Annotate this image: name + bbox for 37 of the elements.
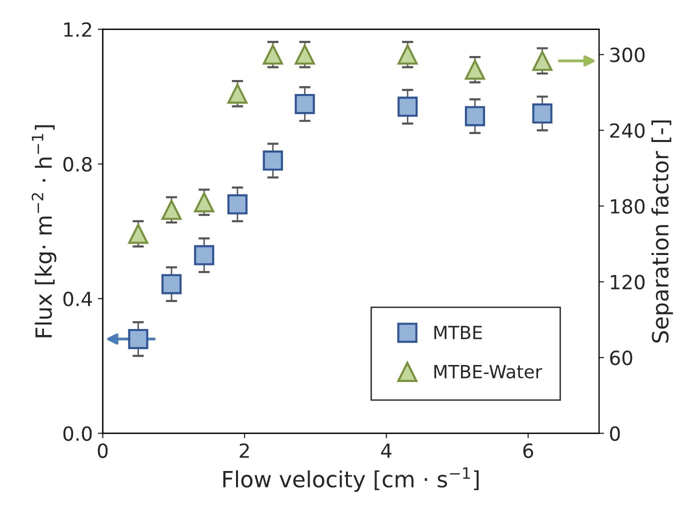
point bbox=[532, 103, 552, 124]
y-axis-title: Flux [kg· m$^{−2}$ · h$^{−1}$] bbox=[32, 125, 56, 338]
y2-tick-label: 180 bbox=[610, 199, 645, 214]
point bbox=[227, 84, 248, 104]
point bbox=[161, 200, 182, 220]
point bbox=[194, 245, 214, 266]
point bbox=[161, 274, 182, 294]
point bbox=[262, 150, 283, 171]
point bbox=[227, 194, 248, 214]
y-tick-label: 0.0 bbox=[63, 426, 92, 441]
point bbox=[128, 224, 148, 244]
point bbox=[294, 44, 315, 65]
y2-tick-label: 300 bbox=[610, 48, 645, 62]
point bbox=[294, 94, 315, 114]
point bbox=[464, 60, 486, 80]
point bbox=[398, 44, 418, 65]
x-tick-label: 6 bbox=[523, 443, 534, 458]
y2-tick-label: 240 bbox=[610, 123, 645, 138]
point bbox=[128, 328, 148, 350]
y-tick-label: 0.4 bbox=[63, 292, 92, 306]
point bbox=[532, 50, 552, 71]
y2-tick-label: 60 bbox=[610, 350, 632, 366]
legend-label: MTBE bbox=[434, 326, 482, 340]
point bbox=[398, 96, 418, 117]
y-tick-label: 1.2 bbox=[64, 22, 92, 37]
point bbox=[194, 192, 214, 212]
legend-label: MTBE-Water bbox=[434, 365, 542, 378]
x-tick-label: 2 bbox=[240, 443, 249, 458]
y2-tick-label: 0 bbox=[610, 426, 620, 441]
point bbox=[464, 106, 486, 126]
y-tick-label: 0.8 bbox=[63, 156, 92, 172]
y2-axis-title: Separation factor [-] bbox=[651, 120, 673, 343]
y2-tick-label: 120 bbox=[610, 274, 645, 290]
x-tick-label: 0 bbox=[98, 443, 108, 458]
x-tick-label: 4 bbox=[381, 444, 392, 458]
point bbox=[262, 44, 283, 65]
x-axis-title: Flow velocity [cm · s$^{−1}$] bbox=[223, 467, 479, 492]
